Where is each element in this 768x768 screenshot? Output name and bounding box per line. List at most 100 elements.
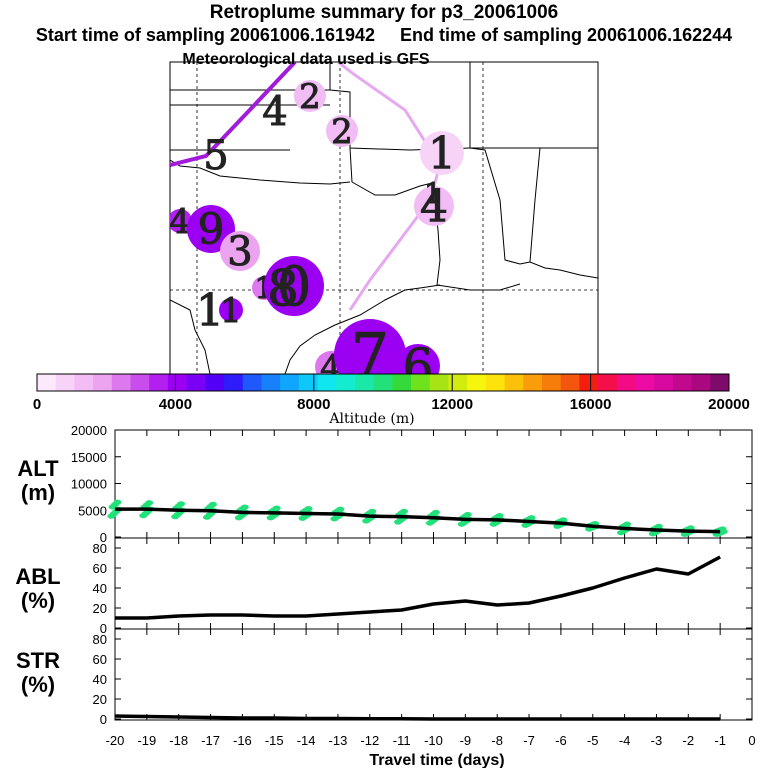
- y-tick-label: 5000: [78, 503, 107, 518]
- trajectory-marker: 7: [334, 319, 406, 374]
- alt-scatter-point: [113, 499, 122, 505]
- colorbar-segment: [579, 374, 599, 391]
- colorbar-segment: [373, 374, 393, 391]
- alt-scatter-point: [686, 525, 695, 531]
- trajectory-marker: 2: [326, 111, 358, 152]
- x-tick-label: -16: [233, 733, 252, 748]
- y-tick-label: 40: [93, 672, 107, 687]
- trajectory-marker: 4: [262, 89, 288, 136]
- colorbar-segment: [429, 374, 449, 391]
- trajectory-path: [170, 62, 297, 167]
- x-tick-label: -9: [460, 733, 472, 748]
- marker-circle: [294, 80, 326, 112]
- marker-label: 1: [220, 291, 242, 331]
- x-tick-label: -3: [651, 733, 663, 748]
- abl-panel-label: ABL: [15, 564, 60, 589]
- alt-scatter-point: [495, 513, 504, 519]
- marker-label: 9: [198, 205, 225, 254]
- x-tick-label: -11: [393, 733, 411, 748]
- x-tick-label: -5: [587, 733, 599, 748]
- alt-scatter-point: [336, 506, 345, 512]
- colorbar-segment: [616, 374, 636, 391]
- colorbar-segment: [598, 374, 618, 391]
- x-tick-label: -19: [137, 733, 156, 748]
- x-tick-label: -18: [169, 733, 188, 748]
- alt-scatter-point: [304, 506, 313, 512]
- abl-series-line: [115, 555, 721, 620]
- met-label: Meteorological data used is GFS: [182, 51, 429, 68]
- alt-scatter-point: [177, 501, 186, 507]
- colorbar-segment: [541, 374, 562, 391]
- y-tick-label: 20: [93, 692, 107, 707]
- x-tick-label: 0: [748, 733, 755, 748]
- marker-circle: [334, 319, 406, 374]
- colorbar-tick-label: 0: [33, 396, 41, 413]
- colorbar-tick-label: 4000: [159, 396, 192, 413]
- x-tick-label: -15: [265, 733, 284, 748]
- colorbar-label: Altitude (m): [328, 411, 414, 427]
- marker-label: 2: [299, 77, 321, 117]
- trajectory-marker: 1: [424, 176, 443, 210]
- colorbar-ticks: 0 4000 8000 12000 16000 20000: [33, 374, 750, 413]
- colorbar-segment: [560, 374, 580, 391]
- x-tick-label: -1: [714, 733, 726, 748]
- colorbar-segment: [448, 374, 468, 391]
- alt-series-line: [115, 507, 721, 534]
- time-series-panels: ALT (m) ABL (%) STR (%) 2000015000100005…: [15, 423, 755, 748]
- y-tick-label: 60: [93, 561, 107, 576]
- trajectory-marker: 4: [170, 201, 192, 242]
- alt-scatter-point: [240, 504, 249, 510]
- marker-circle: [264, 256, 324, 316]
- panel-x-ticks: -20 -19 -18 -17 -16 -15 -14 -13 -12 -11 -1 0 -9 -8 -7 -…: [106, 430, 756, 748]
- x-tick-label: -4: [619, 733, 631, 748]
- str-panel-frame: [114, 628, 753, 721]
- colorbar-segment: [93, 374, 113, 391]
- abl-panel-unit: (%): [21, 588, 55, 613]
- x-tick-label: -6: [555, 733, 567, 748]
- colorbar-segment: [411, 374, 431, 391]
- y-tick-label: 20000: [71, 423, 107, 438]
- x-tick-label: -17: [201, 733, 220, 748]
- sampling-times: Start time of sampling 20061006.161942 E…: [0, 25, 768, 46]
- colorbar-segment: [467, 374, 487, 391]
- alt-scatter-point: [272, 505, 281, 511]
- colorbar-segment: [336, 374, 356, 391]
- x-tick-label: -14: [297, 733, 316, 748]
- x-tick-label: -13: [329, 733, 348, 748]
- y-tick-label: 80: [93, 632, 107, 647]
- alt-panel-unit: (m): [21, 480, 55, 505]
- x-tick-label: -7: [523, 733, 535, 748]
- x-tick-label: -8: [491, 733, 503, 748]
- colorbar-segment: [280, 374, 300, 391]
- y-tick-label: 15000: [71, 450, 107, 465]
- alt-scatter-point: [431, 509, 440, 515]
- marker-label: 1: [424, 177, 442, 210]
- x-tick-label: -2: [683, 733, 695, 748]
- x-tick-label: -20: [106, 733, 125, 748]
- marker-circle: [326, 115, 358, 147]
- y-tick-label: 80: [93, 541, 107, 556]
- colorbar-segment: [317, 374, 337, 391]
- marker-label: 0: [277, 255, 311, 318]
- colorbar-segment: [149, 374, 169, 391]
- colorbar-tick-label: 20000: [708, 396, 750, 413]
- colorbar-segment: [74, 374, 94, 391]
- alt-panel-label: ALT: [17, 456, 59, 481]
- trajectory-marker: 4: [414, 181, 454, 233]
- colorbar-tick-label: 12000: [431, 396, 473, 413]
- marker-label: 5: [203, 133, 228, 179]
- trajectory-marker: 1: [420, 128, 464, 180]
- x-tick-label: -12: [360, 733, 379, 748]
- marker-circle: [420, 131, 464, 175]
- x-axis-label: Travel time (days): [369, 752, 504, 768]
- trajectory-path: [337, 62, 442, 311]
- colorbar-segment: [224, 374, 244, 391]
- y-tick-label: 0: [100, 530, 107, 545]
- colorbar-segment: [242, 374, 262, 391]
- colorbar-segment: [298, 374, 319, 391]
- marker-circle: [170, 209, 192, 233]
